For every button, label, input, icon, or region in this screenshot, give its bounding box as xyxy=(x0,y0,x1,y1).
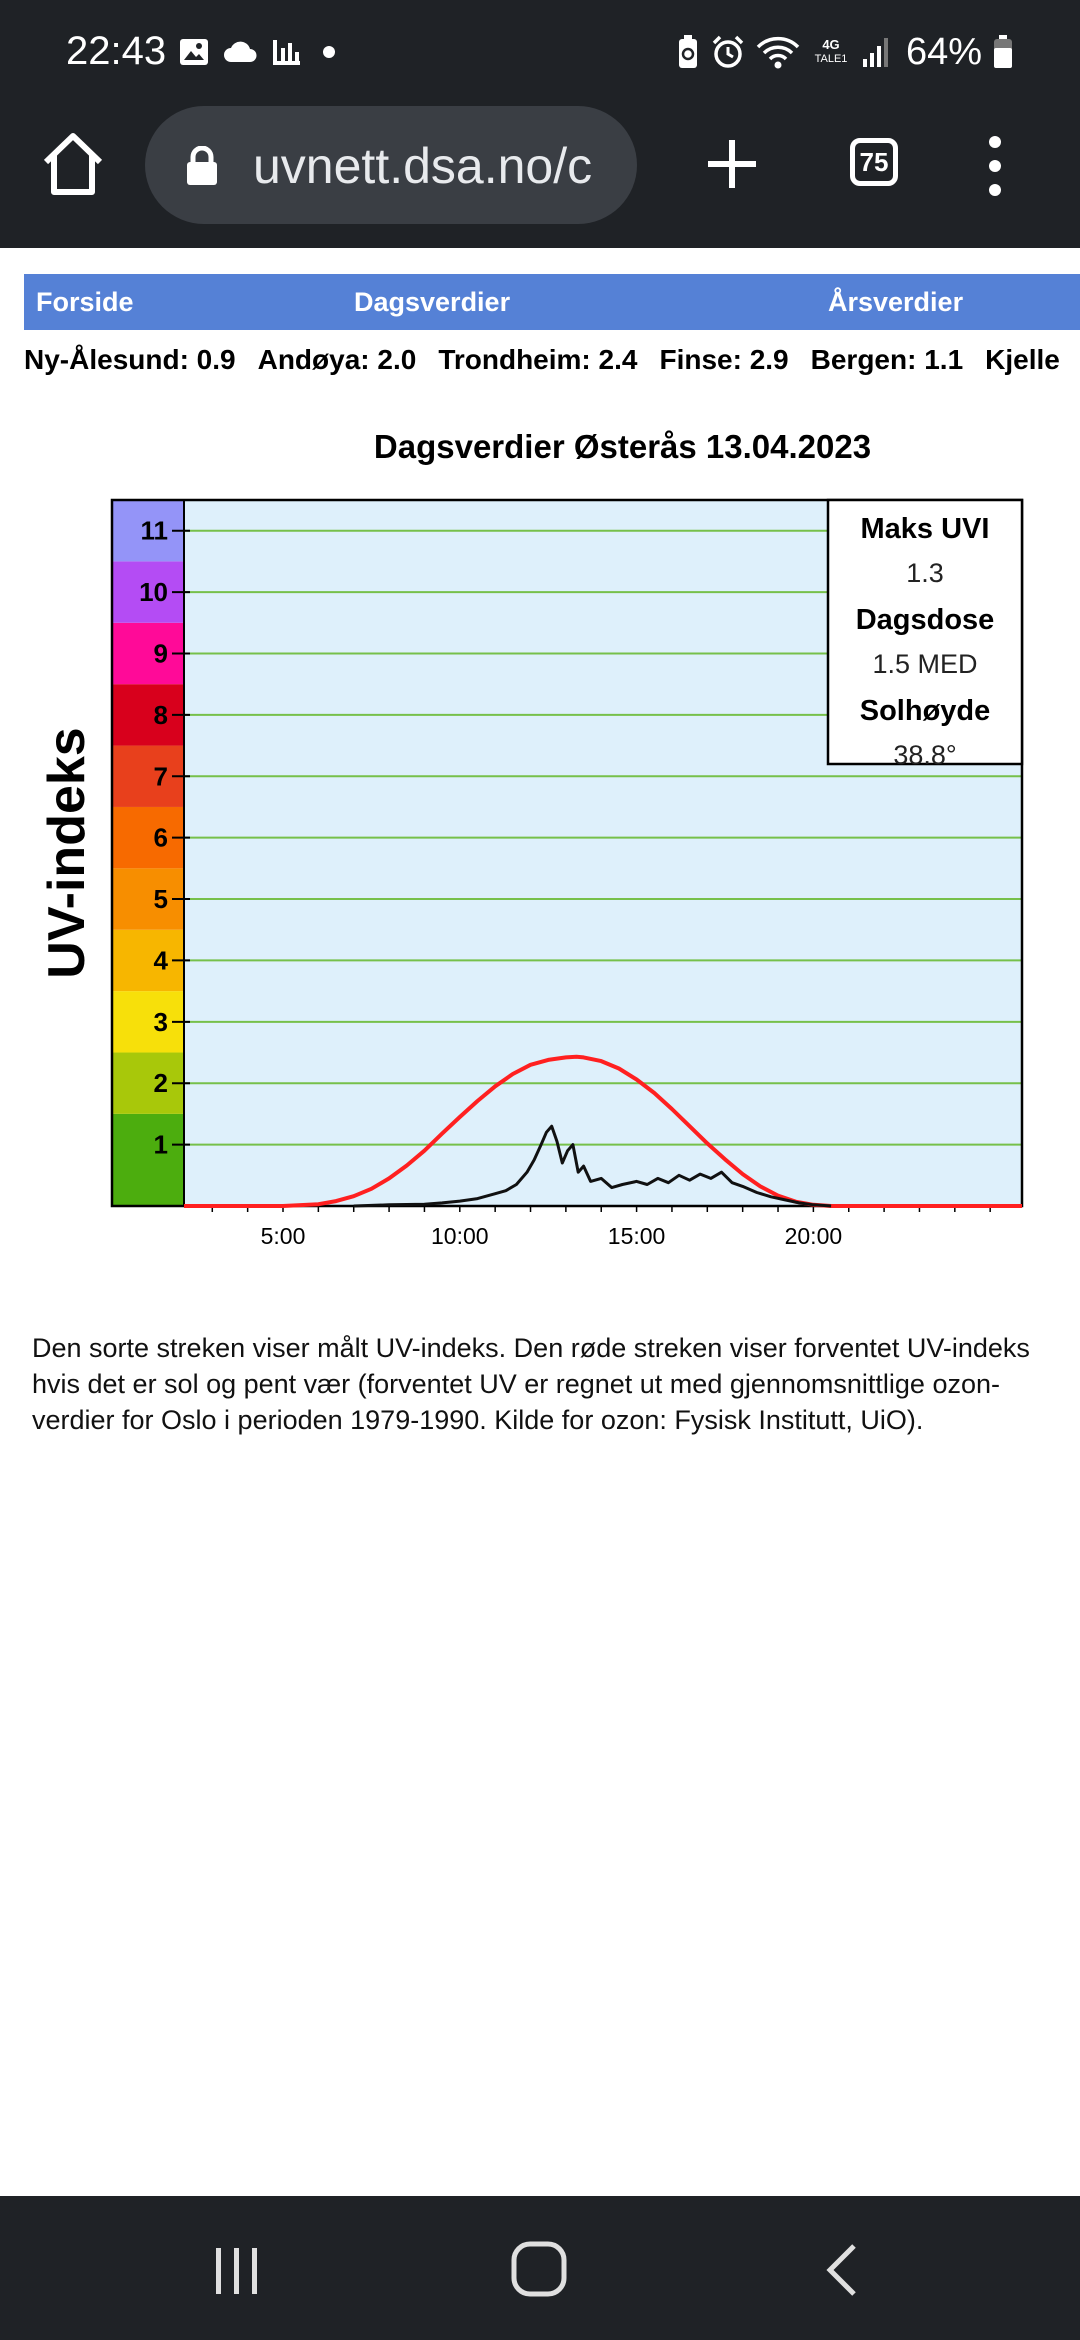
plus-icon[interactable] xyxy=(704,136,760,192)
status-time: 22:43 xyxy=(66,29,167,73)
signal-icon xyxy=(863,38,888,67)
dose-value: 1.5 MED xyxy=(872,649,977,679)
plot-frame xyxy=(110,498,1024,1208)
nav-link-dagsverdier[interactable]: Dagsverdier xyxy=(354,287,511,317)
station-value[interactable]: Ny-Ålesund: 0.9 xyxy=(24,344,236,375)
x-tick-label: 10:00 xyxy=(431,1223,489,1249)
status-left-icons xyxy=(178,30,344,74)
y-tick-label: 8 xyxy=(154,700,168,730)
battery-saver-icon xyxy=(679,35,697,68)
y-tick-label: 7 xyxy=(154,761,168,791)
station-strip: Ny-Ålesund: 0.9 Andøya: 2.0 Trondheim: 2.4… xyxy=(24,340,1080,380)
y-tick-label: 5 xyxy=(154,884,168,914)
chart-caption: Den sorte streken viser målt UV-indeks. … xyxy=(32,1333,1030,1435)
y-axis-label: UV-indeks xyxy=(38,727,96,978)
sun-height-label: Solhøyde xyxy=(860,695,991,727)
home-icon[interactable] xyxy=(38,128,108,200)
sun-height-value: 38.8° xyxy=(893,740,956,770)
info-box: Maks UVI 1.3 Dagsdose 1.5 MED Solhøyde 3… xyxy=(826,498,1024,770)
nav-link-forside[interactable]: Forside xyxy=(36,287,134,317)
station-value[interactable]: Finse: 2.9 xyxy=(659,344,789,375)
network-type-label: 4G xyxy=(822,37,840,52)
battery-percent: 64% xyxy=(906,31,983,73)
system-navigation-bar xyxy=(0,2196,1080,2340)
y-tick-label: 6 xyxy=(154,823,168,853)
info-box-frame xyxy=(826,498,1024,766)
site-nav: Forside Dagsverdier Årsverdier xyxy=(24,274,1080,330)
browser-toolbar: uvnett.dsa.no/c 75 xyxy=(0,100,1080,240)
battery-icon xyxy=(994,35,1013,68)
more-vert-icon[interactable] xyxy=(980,134,1010,198)
tab-count: 75 xyxy=(859,147,889,177)
station-value[interactable]: Trondheim: 2.4 xyxy=(438,344,638,375)
uv-color-scale xyxy=(112,500,184,1206)
dot-icon xyxy=(323,46,335,58)
measured-uv-line xyxy=(353,1124,832,1208)
y-tick-label: 9 xyxy=(154,638,168,668)
lte-icon: 4G TALE1 xyxy=(810,38,852,66)
y-tick-label: 11 xyxy=(141,516,169,546)
max-uvi-value: 1.3 xyxy=(906,558,944,588)
max-uvi-label: Maks UVI xyxy=(861,513,990,545)
station-value[interactable]: Kjelle xyxy=(985,344,1060,375)
address-bar[interactable]: uvnett.dsa.no/c xyxy=(145,106,637,224)
lock-icon xyxy=(187,146,217,185)
status-right-icons: 4G TALE1 64% xyxy=(676,28,1014,76)
y-tick-label: 3 xyxy=(154,1007,168,1037)
dose-label: Dagsdose xyxy=(856,604,995,636)
x-tick-label: 20:00 xyxy=(785,1223,843,1249)
image-icon xyxy=(180,39,208,65)
y-tick-label: 10 xyxy=(139,577,168,607)
wifi-icon xyxy=(756,36,800,69)
status-bar: 22:43 xyxy=(0,0,1080,100)
uv-chart: 1 2 3 4 5 6 7 8 9 10 11 5:00 10:00 15:00 20:00 UV-ind… xyxy=(38,498,1024,1249)
browser-chrome: 22:43 xyxy=(0,0,1080,248)
recents-icon[interactable] xyxy=(212,2246,262,2296)
back-icon[interactable] xyxy=(822,2242,862,2298)
uv-scale-block xyxy=(112,1113,184,1206)
y-tick-label: 2 xyxy=(154,1068,168,1098)
bar-chart-icon xyxy=(273,40,300,65)
y-axis: 1 2 3 4 5 6 7 8 9 10 11 xyxy=(139,516,190,1160)
x-tick-label: 5:00 xyxy=(261,1223,306,1249)
cloud-icon xyxy=(224,41,257,62)
alarm-icon xyxy=(712,35,744,68)
network-sub-label: TALE1 xyxy=(814,53,848,65)
tabs-icon[interactable]: 75 xyxy=(850,138,898,186)
url-text[interactable]: uvnett.dsa.no/c xyxy=(253,138,593,194)
station-value[interactable]: Bergen: 1.1 xyxy=(810,344,964,375)
x-axis: 5:00 10:00 15:00 20:00 xyxy=(211,1206,991,1249)
y-tick-label: 4 xyxy=(154,945,169,975)
x-tick-label: 15:00 xyxy=(608,1223,666,1249)
y-tick-label: 1 xyxy=(154,1130,168,1160)
chart-title: Dagsverdier Østerås 13.04.2023 xyxy=(373,428,872,465)
home-circle-icon[interactable] xyxy=(510,2240,568,2298)
station-value[interactable]: Andøya: 2.0 xyxy=(257,344,417,375)
expected-uv-line xyxy=(184,1054,1022,1208)
nav-link-arsverdier[interactable]: Årsverdier xyxy=(828,287,964,317)
